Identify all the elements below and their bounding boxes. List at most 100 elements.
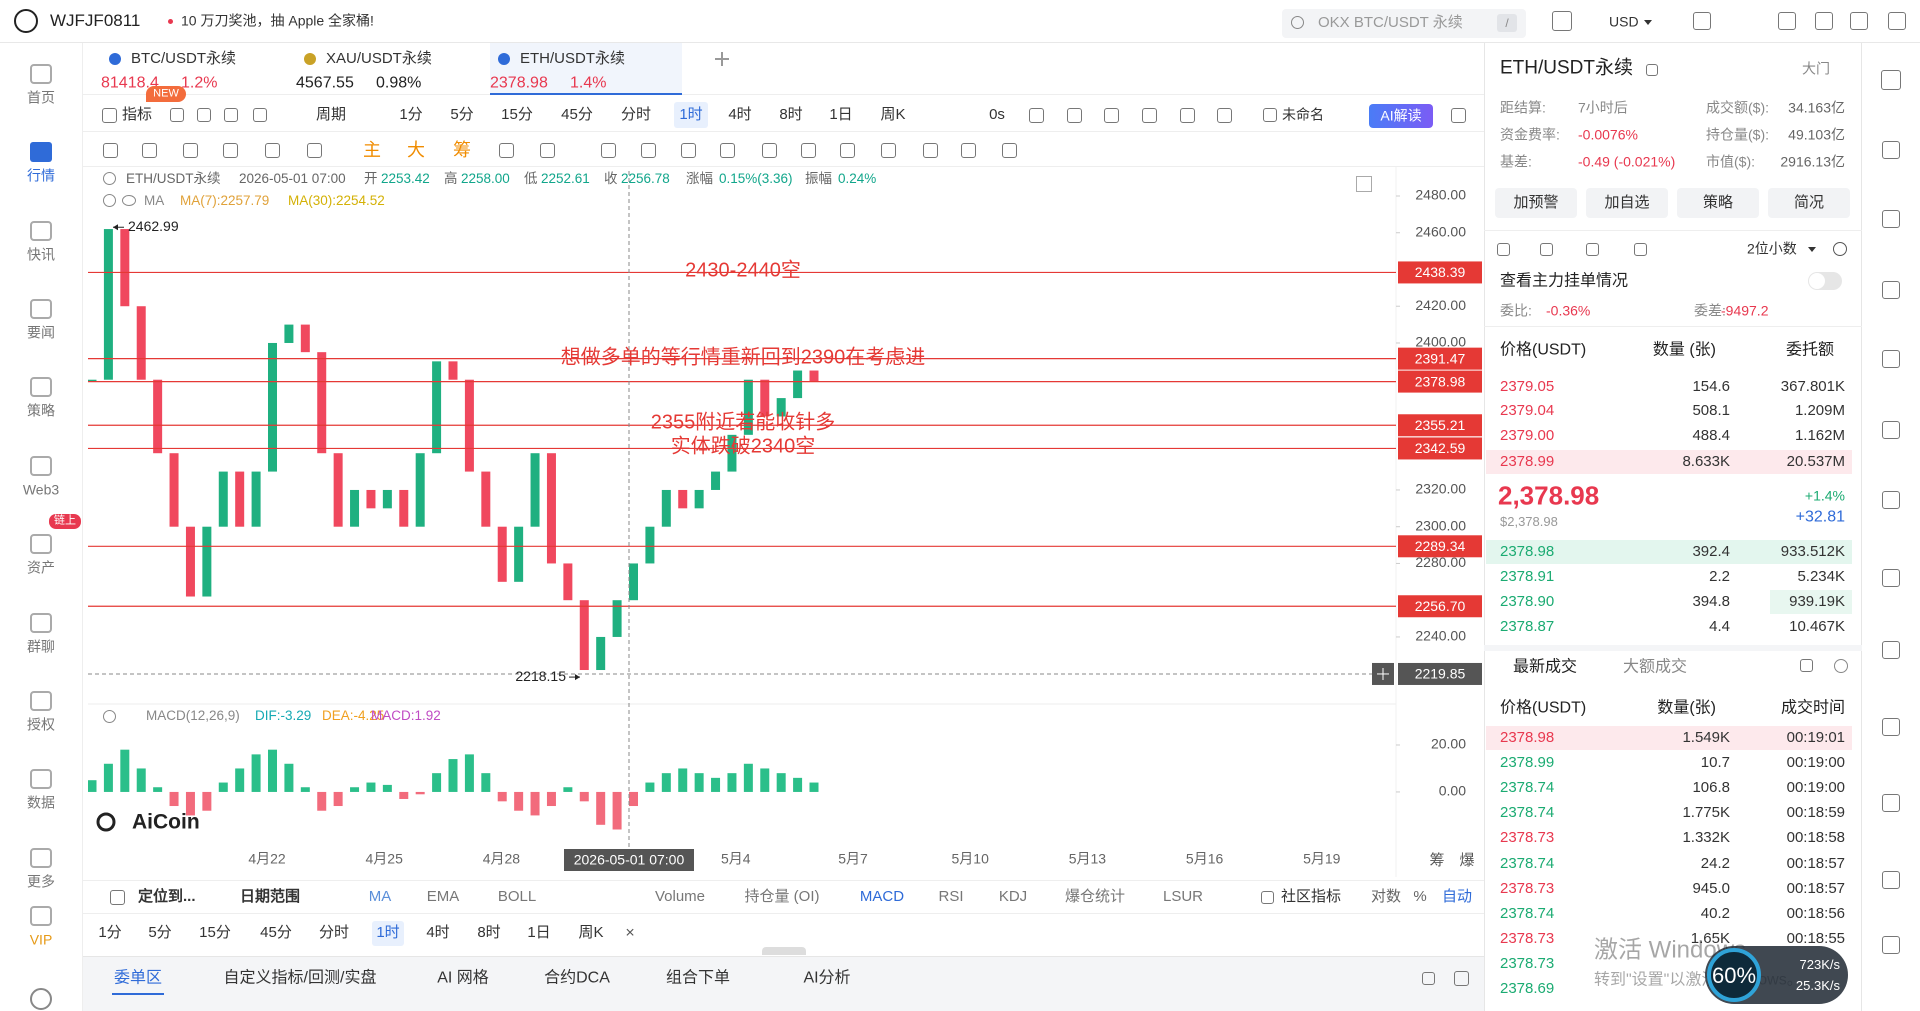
icon[interactable] [222, 142, 238, 158]
icon[interactable] [1066, 107, 1082, 123]
tab-name[interactable]: ETH/USDT永续 [520, 50, 626, 67]
interval[interactable]: 5分 [450, 106, 474, 123]
indicator-tab[interactable]: MA [368, 888, 392, 905]
close-intervals[interactable]: × [625, 924, 635, 942]
icon[interactable] [197, 108, 211, 122]
bottom-interval[interactable]: 周K [578, 924, 604, 941]
panel-button[interactable] [1586, 188, 1668, 218]
icon[interactable] [1028, 107, 1044, 123]
icon[interactable] [1539, 242, 1553, 256]
bottom-interval[interactable]: 1时 [376, 924, 400, 941]
icon[interactable] [880, 142, 896, 158]
tab-name[interactable]: XAU/USDT永续 [326, 50, 432, 67]
ai-label[interactable]: AI解读 [1380, 107, 1422, 124]
icon[interactable] [1799, 658, 1813, 672]
sidebar-icon[interactable] [30, 299, 52, 319]
book-header[interactable]: 数量 (张) [1652, 341, 1716, 359]
interval[interactable]: 45分 [561, 106, 593, 123]
layout-name[interactable]: 未命名 [1282, 106, 1324, 123]
interval[interactable]: 1时 [679, 106, 703, 123]
icon[interactable] [1778, 12, 1796, 30]
sidebar-label[interactable]: 群聊 [27, 638, 55, 655]
book-price[interactable]: 2379.05 [1500, 378, 1555, 395]
sidebar-label[interactable]: Web3 [22, 481, 60, 498]
book-header[interactable]: 委托额 [1785, 341, 1834, 359]
tab-icon[interactable] [109, 53, 121, 65]
icon[interactable] [1882, 281, 1900, 299]
sidebar-icon[interactable] [30, 848, 52, 868]
icon[interactable] [1882, 421, 1900, 439]
overlay-button[interactable]: 筹 [453, 140, 471, 161]
book-price[interactable]: 2378.98 [1500, 543, 1555, 560]
icon[interactable] [1453, 970, 1469, 986]
gear[interactable] [1834, 659, 1848, 673]
icon[interactable] [109, 889, 125, 905]
icon[interactable] [1216, 107, 1232, 123]
indicator-tab[interactable]: MACD [859, 888, 905, 905]
sidebar-label[interactable]: 要闻 [27, 324, 55, 341]
panel-button-label[interactable]: 策略 [1702, 194, 1734, 211]
sidebar-label[interactable]: 数据 [27, 794, 55, 811]
icon[interactable] [224, 108, 238, 122]
icon[interactable] [1882, 871, 1900, 889]
bottom-interval[interactable]: 1日 [527, 924, 551, 941]
interval[interactable]: 分时 [620, 106, 652, 123]
settings-icon[interactable] [30, 988, 52, 1010]
bottom-tab[interactable]: 组合下单 [665, 969, 731, 987]
interval[interactable]: 1日 [829, 106, 853, 123]
sidebar-icon[interactable] [30, 377, 52, 397]
sidebar-icon[interactable] [30, 142, 52, 162]
sidebar-icon[interactable] [30, 613, 52, 633]
sidebar-label[interactable]: 更多 [27, 873, 55, 890]
icon[interactable] [170, 108, 184, 122]
tab-name[interactable]: BTC/USDT永续 [131, 50, 237, 67]
indicator-tab[interactable]: Volume [654, 888, 706, 905]
interval[interactable]: 1分 [399, 106, 423, 123]
indicator-tab[interactable]: LSUR [1162, 888, 1204, 905]
tab-icon[interactable] [498, 53, 510, 65]
bottom-interval[interactable]: 1分 [98, 924, 122, 941]
book-price[interactable]: 2379.04 [1500, 402, 1555, 419]
tab-icon[interactable] [304, 53, 316, 65]
interval[interactable]: 4时 [728, 106, 752, 123]
indicator-button[interactable]: 指标 [122, 106, 153, 123]
interval[interactable]: 8时 [779, 106, 803, 123]
goto-button[interactable]: 定位到... [138, 888, 196, 905]
icon[interactable] [600, 142, 616, 158]
icon[interactable] [1882, 210, 1900, 228]
icon[interactable] [1882, 141, 1900, 159]
trade-tab[interactable]: 大额成交 [1622, 658, 1688, 676]
icon[interactable] [182, 142, 198, 158]
log-toggle[interactable]: 对数 [1370, 888, 1402, 905]
icon[interactable] [1141, 107, 1157, 123]
icon[interactable] [101, 107, 117, 123]
icon[interactable] [102, 142, 118, 158]
bottom-interval[interactable]: 8时 [477, 924, 501, 941]
icon[interactable] [1001, 142, 1017, 158]
panel-button[interactable] [1495, 188, 1577, 218]
trade-tab[interactable]: 最新成交 [1512, 658, 1578, 676]
bottom-interval[interactable]: 45分 [260, 924, 292, 941]
decimals[interactable]: 2位小数 [1747, 240, 1797, 257]
interval[interactable]: 15分 [501, 106, 533, 123]
icon[interactable] [680, 142, 696, 158]
icon[interactable] [1888, 12, 1906, 30]
icon[interactable] [1585, 242, 1599, 256]
icon[interactable] [1263, 108, 1277, 122]
icon[interactable] [498, 142, 514, 158]
icon[interactable] [1496, 242, 1510, 256]
sidebar-label[interactable]: 资产 [27, 559, 55, 576]
sidebar-icon[interactable] [30, 456, 52, 476]
icon[interactable] [539, 142, 555, 158]
ai-button[interactable] [1369, 104, 1433, 128]
overlay-button[interactable]: 大 [407, 140, 425, 161]
icon[interactable] [306, 142, 322, 158]
indicator-tab[interactable]: KDJ [998, 888, 1028, 905]
range-button[interactable]: 日期范围 [240, 888, 301, 905]
icon[interactable] [264, 142, 280, 158]
promo[interactable]: 10 万刀奖池，抽 Apple 全家桶! [181, 12, 374, 29]
panel-button[interactable] [1768, 188, 1850, 218]
icon[interactable] [640, 142, 656, 158]
overlay-button[interactable]: 主 [363, 140, 381, 161]
sidebar-label[interactable]: 授权 [27, 716, 55, 733]
